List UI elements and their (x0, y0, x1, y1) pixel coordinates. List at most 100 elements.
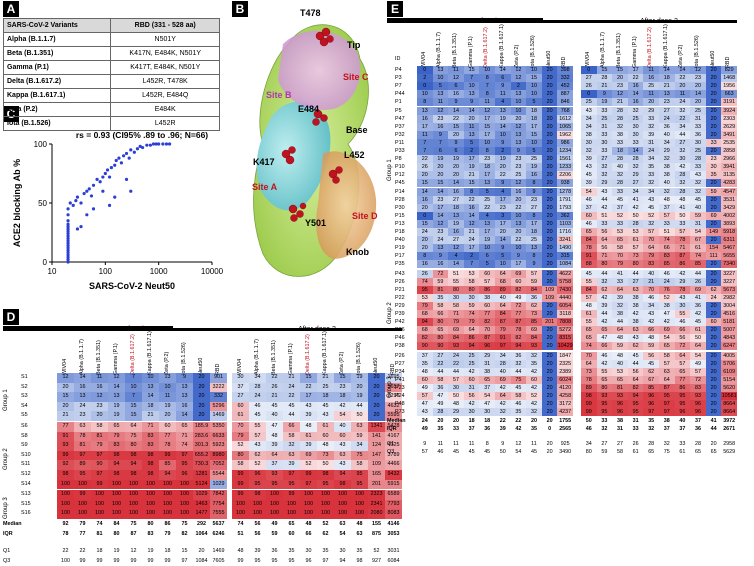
heatmap-cell: 452 (557, 82, 573, 91)
heatmap-cell: 73 (581, 367, 597, 376)
column-label: Gamma (P.1) (467, 36, 474, 68)
heatmap-cell: 1847 (557, 351, 573, 360)
heatmap-cell: 32 (643, 179, 659, 188)
heatmap-cell: 32 (674, 106, 691, 115)
data-point (132, 150, 136, 154)
heatmap-cell: 7555 (210, 509, 227, 519)
column-label: Delta (B.1.617.2) (129, 334, 136, 375)
heatmap-cell: 100 (142, 490, 159, 500)
column-label: Zeta (P.2) (678, 44, 685, 68)
heatmap-cell: 1962 (557, 130, 573, 139)
heatmap-cell: 79 (232, 431, 249, 442)
heatmap-cell: 4125 (385, 441, 402, 451)
summary-cell: 24 (421, 418, 428, 425)
heatmap-cell: 20 (705, 147, 722, 156)
heatmap-cell: 4005 (721, 351, 737, 360)
column-label: Gamma (P.1) (631, 36, 638, 68)
heatmap-cell: 12 (432, 106, 449, 115)
heatmap-cell: 40 (266, 411, 283, 421)
heatmap-cell: 8 (417, 98, 433, 107)
summary-cell: 20 (437, 418, 444, 425)
heatmap-cell: 32 (596, 171, 613, 180)
row-label: P39 (395, 311, 405, 317)
heatmap-cell: 1084 (557, 260, 573, 269)
row-label: P35 (395, 261, 405, 268)
heatmap-cell: 35 (526, 359, 542, 368)
heatmap-cell: 95 (317, 479, 334, 490)
heatmap-cell: 8664 (721, 400, 737, 409)
heatmap-cell: 1029 (193, 490, 210, 500)
heatmap-cell: 14 (659, 66, 675, 75)
heatmap-cell: 31 (479, 359, 495, 368)
summary-cell: 12 (130, 548, 137, 555)
heatmap-cell: 81 (91, 431, 108, 442)
heatmap-cell: 33 (596, 130, 613, 139)
group-divider (387, 21, 737, 22)
heatmap-cell: 6 (448, 82, 464, 91)
heatmap-cell: 43 (300, 401, 317, 412)
summary-cell: 81 (96, 530, 103, 537)
heatmap-cell: 13 (448, 211, 464, 220)
variant-row: Iota (B.1.526) L452R (2, 116, 220, 131)
heatmap-cell: 84 (581, 236, 597, 245)
heatmap-cell: 71 (674, 244, 691, 253)
heatmap-cell: 68 (495, 277, 511, 286)
heatmap-cell: 58 (510, 392, 527, 401)
heatmap-cell: 34 (249, 373, 266, 383)
heatmap-cell: 39 (266, 441, 283, 451)
summary-cell: 27 (601, 440, 608, 447)
heatmap-cell: 5 (526, 147, 542, 156)
data-point (164, 142, 169, 146)
heatmap-cell: 25 (463, 351, 480, 360)
heatmap-cell: 47 (417, 400, 433, 409)
heatmap-cell: 95 (659, 392, 675, 401)
heatmap-cell: 13 (510, 138, 527, 147)
summary-cell: 92 (62, 521, 69, 527)
column-label: Kappa (B.1.617.1) (498, 24, 505, 68)
heatmap-cell: 32 (674, 179, 691, 188)
heatmap-cell: 5 (463, 138, 480, 147)
heatmap-cell: 20 (57, 382, 74, 393)
summary-cell: 79 (164, 530, 171, 537)
heatmap-cell: 34 (643, 155, 659, 164)
row-label: P12 (395, 172, 405, 179)
heatmap-cell: 24 (417, 228, 433, 237)
heatmap-cell: 44 (627, 269, 644, 278)
summary-cell: 36 (484, 426, 491, 433)
heatmap-cell: 20 (541, 195, 558, 204)
heatmap-cell: 4632 (385, 401, 402, 412)
heatmap-cell: 45 (690, 195, 706, 204)
heatmap-cell: 15 (57, 392, 74, 402)
heatmap-cell: 20 (690, 98, 706, 107)
heatmap-cell: 20 (705, 260, 722, 269)
heatmap-cell: 64 (495, 269, 511, 278)
row-label: P22 (395, 294, 405, 301)
heatmap-cell: 19 (108, 401, 125, 412)
heatmap-cell: 20 (541, 269, 558, 278)
heatmap-cell: 20 (91, 411, 108, 421)
heatmap-cell: 16 (510, 187, 527, 196)
heatmap-cell: 201 (368, 479, 385, 490)
heatmap-cell: 45 (643, 359, 659, 368)
heatmap-cell: 14 (463, 211, 480, 220)
heatmap-cell: 19 (159, 401, 176, 412)
heatmap-cell: 22 (417, 155, 433, 164)
heatmap-cell: 20 (705, 383, 722, 392)
heatmap-cell: 93 (57, 441, 74, 451)
heatmap-cell: 15 (612, 66, 628, 75)
row-label: S9 (21, 442, 28, 449)
summary-cell: 62 (322, 530, 329, 537)
summary-cell: 36 (271, 548, 278, 555)
heatmap-cell: 5 (432, 82, 449, 91)
heatmap-cell: 5 (479, 187, 495, 196)
heatmap-cell: 70 (232, 422, 249, 432)
heatmap-cell: 66 (283, 422, 300, 432)
label-l452: L452 (344, 150, 365, 160)
heatmap-cell: 3 (495, 211, 511, 220)
heatmap-cell: 56 (674, 334, 691, 343)
heatmap-cell: 6589 (385, 490, 402, 500)
heatmap-cell: 25 (479, 195, 495, 204)
summary-cell: 1469 (212, 548, 225, 555)
row-label: P29 (395, 302, 405, 309)
heatmap-cell: 20 (541, 82, 558, 91)
